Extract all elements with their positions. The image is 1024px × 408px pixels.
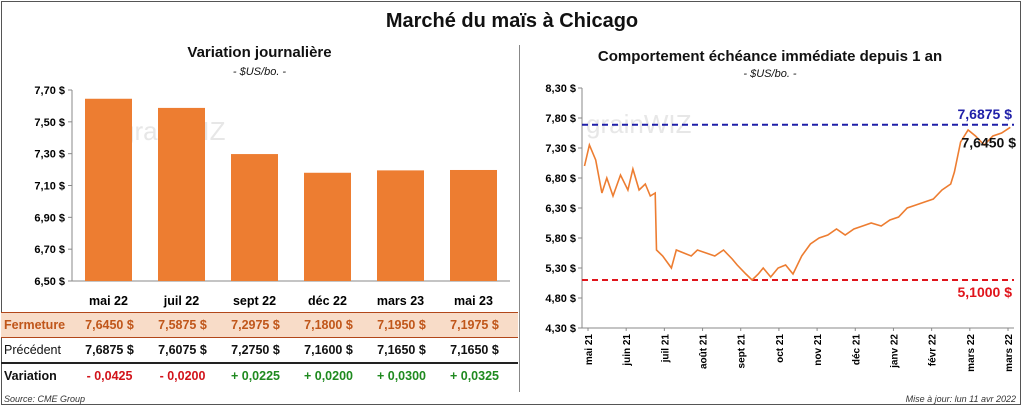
x-tick-label: mars 22 [966, 334, 977, 372]
y-tick-label: 6,80 $ [545, 173, 576, 185]
row-label-close: Fermeture [4, 318, 66, 332]
row-label-previous: Précédent [4, 343, 61, 357]
previous-cell: 7,1650 $ [377, 343, 426, 357]
y-tick-label: 7,70 $ [34, 85, 65, 97]
source-note: Source: CME Group [4, 394, 86, 404]
x-tick-label: sept 21 [737, 334, 748, 369]
left-panel-unit: - $US/bo. - [232, 66, 287, 78]
x-tick-label: janv 22 [889, 334, 900, 369]
y-tick-label: 5,80 $ [545, 233, 576, 245]
x-tick-label: déc 22 [308, 294, 347, 308]
x-tick-label: mai 21 [584, 334, 595, 366]
y-tick-label: 6,50 $ [34, 276, 65, 288]
y-tick-label: 7,10 $ [34, 181, 65, 193]
close-cell: 7,2975 $ [231, 318, 280, 332]
close-cell: 7,1800 $ [304, 318, 353, 332]
previous-cell: 7,1600 $ [304, 343, 353, 357]
update-note: Mise à jour: lun 11 avr 2022 [905, 394, 1016, 404]
variation-cell: + 0,0325 [449, 369, 499, 383]
variation-cell: + 0,0300 [376, 369, 426, 383]
line-chart: grainWIZ 4,30 $4,80 $5,30 $5,80 $6,30 $6… [545, 83, 1017, 372]
previous-cell: 7,2750 $ [231, 343, 280, 357]
left-panel-title: Variation journalière [187, 44, 332, 61]
x-tick-label: sept 22 [233, 294, 276, 308]
x-tick-label: nov 21 [813, 334, 824, 366]
bar [377, 170, 424, 281]
price-line [583, 126, 1011, 282]
y-tick-label: 6,90 $ [34, 212, 65, 224]
x-tick-label: déc 21 [851, 334, 862, 366]
bar-chart: grainWIZ 6,50 $6,70 $6,90 $7,10 $7,30 $7… [34, 85, 510, 308]
bar [450, 169, 497, 281]
y-tick-label: 4,80 $ [545, 293, 576, 305]
previous-cell: 7,6075 $ [158, 343, 207, 357]
x-tick-label: août 21 [699, 334, 710, 369]
variation-cell: - 0,0200 [159, 369, 206, 383]
close-cell: 7,5875 $ [158, 318, 207, 332]
x-tick-label: févr 22 [928, 334, 939, 367]
close-cell: 7,1950 $ [377, 318, 426, 332]
y-tick-label: 6,30 $ [545, 203, 576, 215]
table-row-variation: Variation - 0,0425 - 0,0200 + 0,0225 + 0,02… [1, 364, 518, 388]
y-tick-label: 5,30 $ [545, 263, 576, 275]
variation-cell: - 0,0425 [86, 369, 133, 383]
y-tick-label: 6,70 $ [34, 244, 65, 256]
y-tick-label: 7,50 $ [34, 117, 65, 129]
x-tick-label: mars 22 [1004, 334, 1015, 372]
y-tick-label: 8,30 $ [545, 83, 576, 95]
left-panel [0, 45, 520, 392]
bar [304, 172, 351, 281]
last-label: 7,6450 $ [962, 134, 1017, 150]
right-panel-unit: - $US/bo. - [743, 68, 797, 80]
bar [231, 154, 278, 281]
previous-cell: 7,6875 $ [85, 343, 134, 357]
y-tick-label: 7,30 $ [34, 149, 65, 161]
variation-cell: + 0,0225 [230, 369, 280, 383]
high-label: 7,6875 $ [958, 106, 1013, 122]
low-label: 5,1000 $ [958, 284, 1013, 300]
y-tick-label: 7,30 $ [545, 143, 576, 155]
bar [158, 107, 205, 281]
y-tick-label: 7,80 $ [545, 113, 576, 125]
x-tick-label: mai 23 [454, 294, 493, 308]
main-title: Marché du maïs à Chicago [385, 10, 639, 32]
close-cell: 7,1975 $ [450, 318, 499, 332]
x-tick-label: mars 23 [377, 294, 424, 308]
right-panel-title: Comportement échéance immédiate depuis 1… [597, 48, 943, 65]
table-row-close: Fermeture 7,6450 $ 7,5875 $ 7,2975 $ 7,1800… [1, 312, 518, 338]
x-tick-label: juil 21 [660, 334, 671, 364]
row-label-variation: Variation [4, 369, 57, 383]
variation-cell: + 0,0200 [303, 369, 353, 383]
previous-cell: 7,1650 $ [450, 343, 499, 357]
x-tick-label: oct 21 [775, 334, 786, 363]
bar [85, 98, 132, 281]
table-row-previous: Précédent 7,6875 $ 7,6075 $ 7,2750 $ 7,1600… [1, 338, 518, 364]
y-tick-label: 4,30 $ [545, 323, 576, 335]
x-tick-label: juin 21 [622, 334, 633, 367]
close-cell: 7,6450 $ [85, 318, 134, 332]
x-tick-label: mai 22 [89, 294, 128, 308]
x-tick-label: juil 22 [163, 294, 199, 308]
